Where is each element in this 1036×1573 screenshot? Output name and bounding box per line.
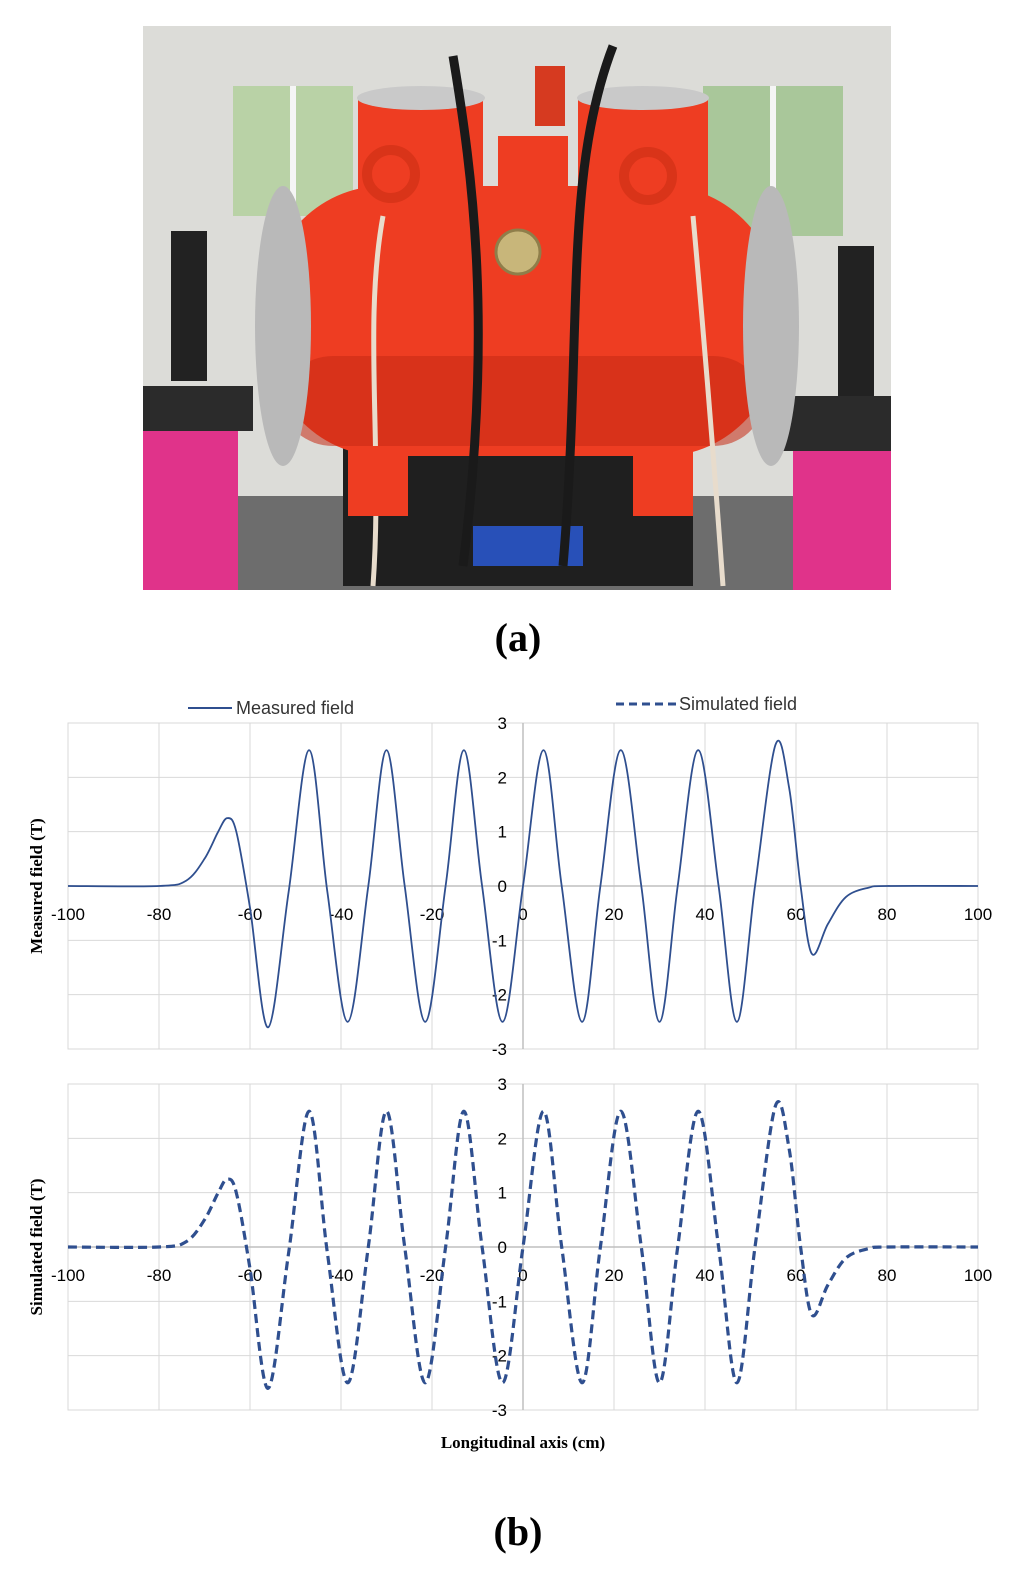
left-end-flange [255, 186, 311, 466]
left-stand-top [143, 386, 253, 431]
undulator-photo [143, 26, 891, 590]
y-tick-label: 1 [498, 823, 507, 842]
left-lifting-ring [362, 145, 420, 203]
y-tick-label: 1 [498, 1184, 507, 1203]
y-tick-label: 3 [498, 714, 507, 733]
left-camera [171, 231, 207, 381]
legend-measured-label: Measured field [236, 698, 354, 718]
y-tick-label: 2 [498, 1129, 507, 1148]
x-tick-label: 40 [696, 905, 715, 924]
cable-bundle [370, 215, 386, 587]
y-tick-label: 0 [498, 877, 507, 896]
cryostat-shading [283, 356, 763, 446]
x-tick-label: -40 [329, 905, 354, 924]
simulated-field-line [67, 1100, 979, 1390]
right-foot [633, 446, 693, 516]
x-tick-label: 20 [605, 905, 624, 924]
left-turret-lid [357, 86, 485, 110]
x-tick-label: 20 [605, 1266, 624, 1285]
y-tick-label: 0 [498, 1238, 507, 1257]
x-tick-label: 60 [787, 1266, 806, 1285]
y-tick-label: -3 [492, 1040, 507, 1059]
simulated-field-chart: -100 -80 -60 -40 -20 0 20 40 60 80 1003210-1-2-3Si… [27, 1075, 992, 1452]
measured-field-line [67, 740, 979, 1029]
x-tick-label: 60 [787, 905, 806, 924]
x-tick-label: -80 [147, 905, 172, 924]
x-tick-label: -100 [51, 905, 85, 924]
x-tick-label: 0 [518, 1266, 527, 1285]
x-tick-label: 100 [964, 1266, 992, 1285]
x-tick-label: 40 [696, 1266, 715, 1285]
y-tick-label: 2 [498, 768, 507, 787]
field-charts: Measured field Simulated field -100 -80 -6… [27, 694, 992, 1452]
x-tick-label: -80 [147, 1266, 172, 1285]
right-stand [793, 446, 891, 590]
x-tick-label: 80 [878, 905, 897, 924]
panel-label-a: (a) [494, 615, 542, 660]
left-stand [143, 426, 238, 590]
center-turret [498, 136, 568, 206]
x-tick-label: 0 [518, 905, 527, 924]
right-stand-top [783, 396, 891, 451]
center-viewport [494, 228, 542, 276]
y-tick-label: 3 [498, 1075, 507, 1094]
cable-bundle [690, 215, 726, 587]
x-tick-label: -60 [238, 905, 263, 924]
x-tick-label: 100 [964, 905, 992, 924]
right-lifting-ring [619, 147, 677, 205]
x-tick-label: -100 [51, 1266, 85, 1285]
x-tick-label: -20 [420, 905, 445, 924]
right-turret-lid [577, 86, 709, 110]
y-tick-label: -1 [492, 1292, 507, 1311]
left-foot [348, 446, 408, 516]
y-axis-title: Measured field (T) [27, 818, 46, 954]
black-hose [448, 55, 483, 567]
y-axis-title: Simulated field (T) [27, 1179, 46, 1316]
x-tick-label: -20 [420, 1266, 445, 1285]
top-port [535, 66, 565, 126]
legend-simulated-label: Simulated field [679, 694, 797, 714]
right-end-flange [743, 186, 799, 466]
panel-label-b: (b) [493, 1509, 543, 1554]
right-camera [838, 246, 874, 396]
x-tick-label: -40 [329, 1266, 354, 1285]
legend: Measured field Simulated field [188, 694, 797, 718]
x-axis-title: Longitudinal axis (cm) [441, 1433, 605, 1452]
black-hose [558, 44, 618, 567]
y-tick-label: -1 [492, 931, 507, 950]
x-tick-label: 80 [878, 1266, 897, 1285]
measured-field-chart: -100 -80 -60 -40 -20 0 20 40 60 80 1003210-1-2-3Me… [27, 714, 992, 1059]
y-tick-label: -3 [492, 1401, 507, 1420]
